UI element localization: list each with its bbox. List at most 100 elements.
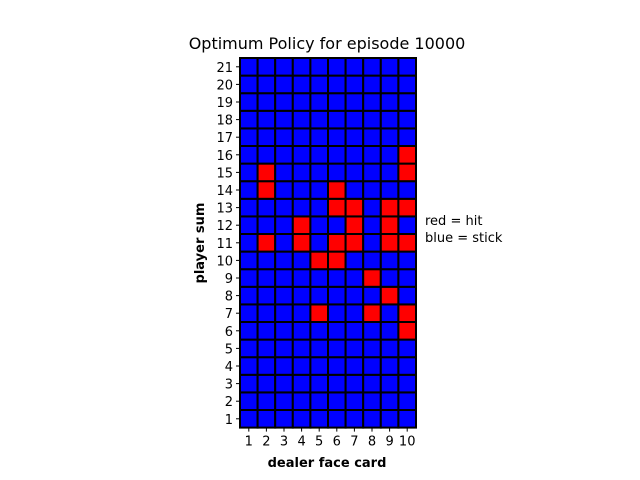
cell-sum18-dealer10-stick [397, 109, 417, 130]
cell-sum1-dealer3-stick [274, 409, 294, 429]
cell-sum6-dealer2-stick [256, 321, 277, 341]
cell-sum10-dealer9-stick [379, 250, 400, 271]
x-tick-label: 1 [245, 435, 253, 450]
cell-sum10-dealer2-stick [256, 250, 277, 271]
cell-sum1-dealer6-stick [327, 409, 347, 429]
y-tick-label: 2 [225, 395, 233, 410]
cell-sum12-dealer10-stick [397, 215, 417, 235]
cell-sum12-dealer4-hit [291, 215, 312, 235]
cell-sum13-dealer5-stick [309, 197, 329, 218]
cell-sum8-dealer10-stick [397, 285, 417, 306]
cell-sum16-dealer9-stick [379, 145, 400, 165]
chart-title: Optimum Policy for episode 10000 [189, 34, 466, 53]
cell-sum7-dealer4-stick [291, 303, 312, 323]
y-tick-label: 11 [216, 237, 233, 252]
cell-sum14-dealer5-stick [309, 180, 329, 200]
cell-sum8-dealer1-stick [239, 285, 259, 306]
cell-sum6-dealer3-stick [274, 321, 294, 341]
x-tick-label: 10 [399, 435, 416, 450]
cell-sum7-dealer9-stick [379, 303, 400, 323]
cell-sum3-dealer1-stick [239, 373, 259, 394]
cell-sum6-dealer9-stick [379, 321, 400, 341]
cell-sum19-dealer5-stick [309, 92, 329, 112]
y-tick-label: 5 [225, 342, 233, 357]
cell-sum20-dealer5-stick [309, 74, 329, 95]
cell-sum19-dealer7-stick [344, 92, 365, 112]
x-tick-label: 4 [297, 435, 305, 450]
y-tick-label: 7 [225, 307, 233, 322]
cell-sum16-dealer1-stick [239, 145, 259, 165]
cell-sum11-dealer4-hit [291, 233, 312, 253]
cell-sum15-dealer2-hit [256, 162, 277, 183]
cell-sum8-dealer3-stick [274, 285, 294, 306]
cell-sum16-dealer2-stick [256, 145, 277, 165]
cell-sum1-dealer5-stick [309, 409, 329, 429]
x-axis-ticks: 1 2 3 4 5 6 7 8 9 10 [245, 427, 416, 450]
cell-sum11-dealer2-hit [256, 233, 277, 253]
cell-sum18-dealer8-stick [362, 109, 382, 130]
cell-sum15-dealer7-stick [344, 162, 365, 183]
cell-sum19-dealer3-stick [274, 92, 294, 112]
y-tick-label: 4 [225, 360, 233, 375]
cell-sum7-dealer3-stick [274, 303, 294, 323]
cell-sum12-dealer8-stick [362, 215, 382, 235]
cell-sum3-dealer4-stick [291, 373, 312, 394]
cell-sum2-dealer2-stick [256, 391, 277, 411]
cell-sum20-dealer9-stick [379, 74, 400, 95]
cell-sum18-dealer2-stick [256, 109, 277, 130]
cell-sum5-dealer10-stick [397, 338, 417, 359]
cell-sum19-dealer1-stick [239, 92, 259, 112]
cell-sum21-dealer4-stick [291, 57, 312, 77]
cell-sum5-dealer5-stick [309, 338, 329, 359]
cell-sum11-dealer7-hit [344, 233, 365, 253]
cell-sum1-dealer2-stick [256, 409, 277, 429]
cell-sum18-dealer5-stick [309, 109, 329, 130]
cell-sum14-dealer6-hit [327, 180, 347, 200]
cell-sum15-dealer5-stick [309, 162, 329, 183]
x-tick-label: 3 [280, 435, 288, 450]
cell-sum6-dealer5-stick [309, 321, 329, 341]
cell-sum13-dealer7-hit [344, 197, 365, 218]
cell-sum5-dealer3-stick [274, 338, 294, 359]
cell-sum1-dealer4-stick [291, 409, 312, 429]
cell-sum8-dealer6-stick [327, 285, 347, 306]
cell-sum21-dealer3-stick [274, 57, 294, 77]
cell-sum4-dealer4-stick [291, 356, 312, 376]
cell-sum7-dealer1-stick [239, 303, 259, 323]
y-tick-label: 1 [225, 413, 233, 428]
cell-sum13-dealer2-stick [256, 197, 277, 218]
cell-sum7-dealer6-stick [327, 303, 347, 323]
cell-sum20-dealer7-stick [344, 74, 365, 95]
cell-sum4-dealer3-stick [274, 356, 294, 376]
cell-sum14-dealer3-stick [274, 180, 294, 200]
x-tick-label: 2 [262, 435, 270, 450]
cell-sum15-dealer3-stick [274, 162, 294, 183]
cell-sum12-dealer1-stick [239, 215, 259, 235]
cell-sum9-dealer7-stick [344, 268, 365, 288]
cell-sum2-dealer9-stick [379, 391, 400, 411]
y-tick-label: 3 [225, 378, 233, 393]
cell-sum10-dealer5-hit [309, 250, 329, 271]
cell-sum10-dealer3-stick [274, 250, 294, 271]
cell-sum18-dealer3-stick [274, 109, 294, 130]
cell-sum15-dealer6-stick [327, 162, 347, 183]
cell-sum2-dealer5-stick [309, 391, 329, 411]
cell-sum9-dealer4-stick [291, 268, 312, 288]
cell-sum17-dealer5-stick [309, 127, 329, 147]
y-tick-label: 6 [225, 325, 233, 340]
cell-sum17-dealer9-stick [379, 127, 400, 147]
cell-sum19-dealer2-stick [256, 92, 277, 112]
cell-sum8-dealer4-stick [291, 285, 312, 306]
y-tick-label: 13 [216, 202, 233, 217]
cell-sum1-dealer10-stick [397, 409, 417, 429]
cell-sum7-dealer10-hit [397, 303, 417, 323]
cell-sum13-dealer10-hit [397, 197, 417, 218]
cell-sum20-dealer10-stick [397, 74, 417, 95]
cell-sum14-dealer8-stick [362, 180, 382, 200]
cell-sum21-dealer9-stick [379, 57, 400, 77]
cell-sum12-dealer6-stick [327, 215, 347, 235]
cell-sum16-dealer10-hit [397, 145, 417, 165]
cell-sum8-dealer2-stick [256, 285, 277, 306]
cell-sum3-dealer7-stick [344, 373, 365, 394]
